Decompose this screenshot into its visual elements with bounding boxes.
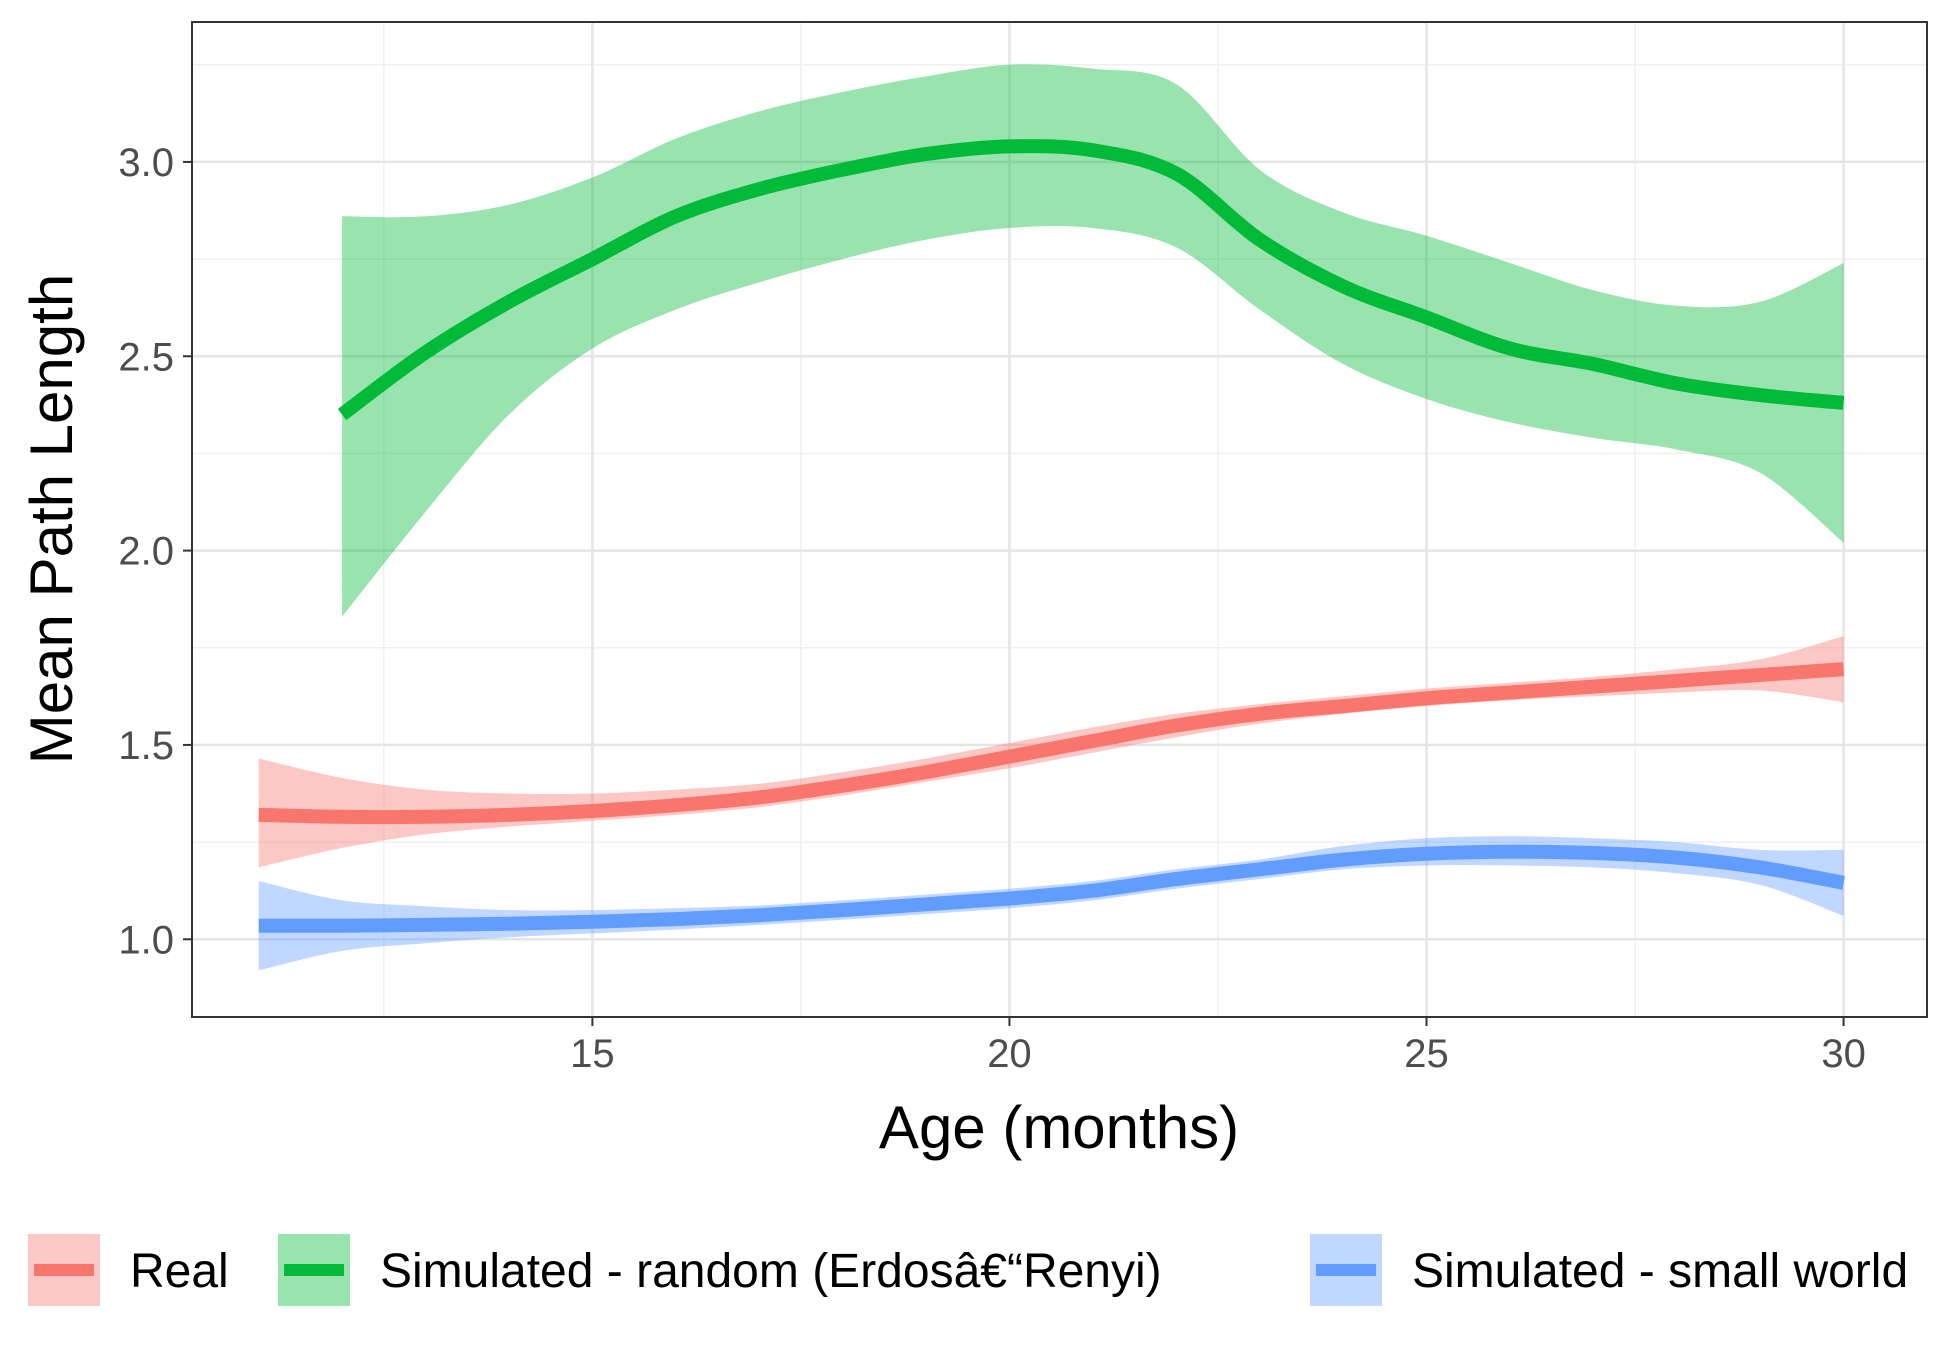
series-line-1 — [337, 139, 1845, 421]
panel-border — [191, 21, 1928, 1018]
y-axis: 1.0 1.5 2.0 2.5 3.0 — [118, 141, 192, 962]
confidence-ribbon-2 — [258, 836, 1844, 971]
y-tick-label: 2.0 — [118, 530, 174, 574]
x-tick-label: 30 — [1821, 1032, 1866, 1076]
series-line-2 — [258, 844, 1845, 933]
series-line-0 — [258, 662, 1845, 825]
legend-label: Simulated - small world — [1412, 1245, 1908, 1298]
grid-major — [192, 22, 1927, 1017]
y-tick-label: 1.0 — [118, 918, 174, 962]
legend: Real Simulated - random (Erdosâ€“Renyi) Si… — [28, 1234, 1908, 1306]
legend-label: Real — [130, 1245, 229, 1298]
y-tick-label: 2.5 — [118, 335, 174, 379]
y-axis-title: Mean Path Length — [18, 274, 85, 764]
plot-panel — [191, 21, 1928, 1018]
y-tick-label: 1.5 — [118, 724, 174, 768]
legend-label: Simulated - random (Erdosâ€“Renyi) — [380, 1245, 1162, 1298]
legend-item-1: Simulated - random (Erdosâ€“Renyi) — [278, 1234, 1162, 1306]
series-lines — [258, 139, 1845, 933]
x-tick-label: 25 — [1404, 1032, 1449, 1076]
x-tick-label: 15 — [570, 1032, 615, 1076]
legend-item-2: Simulated - small world — [1310, 1234, 1908, 1306]
x-axis: 15 20 25 30 — [570, 1017, 1866, 1076]
legend-item-0: Real — [28, 1234, 229, 1306]
y-tick-label: 3.0 — [118, 141, 174, 185]
x-axis-title: Age (months) — [879, 1094, 1239, 1161]
x-tick-label: 20 — [987, 1032, 1032, 1076]
